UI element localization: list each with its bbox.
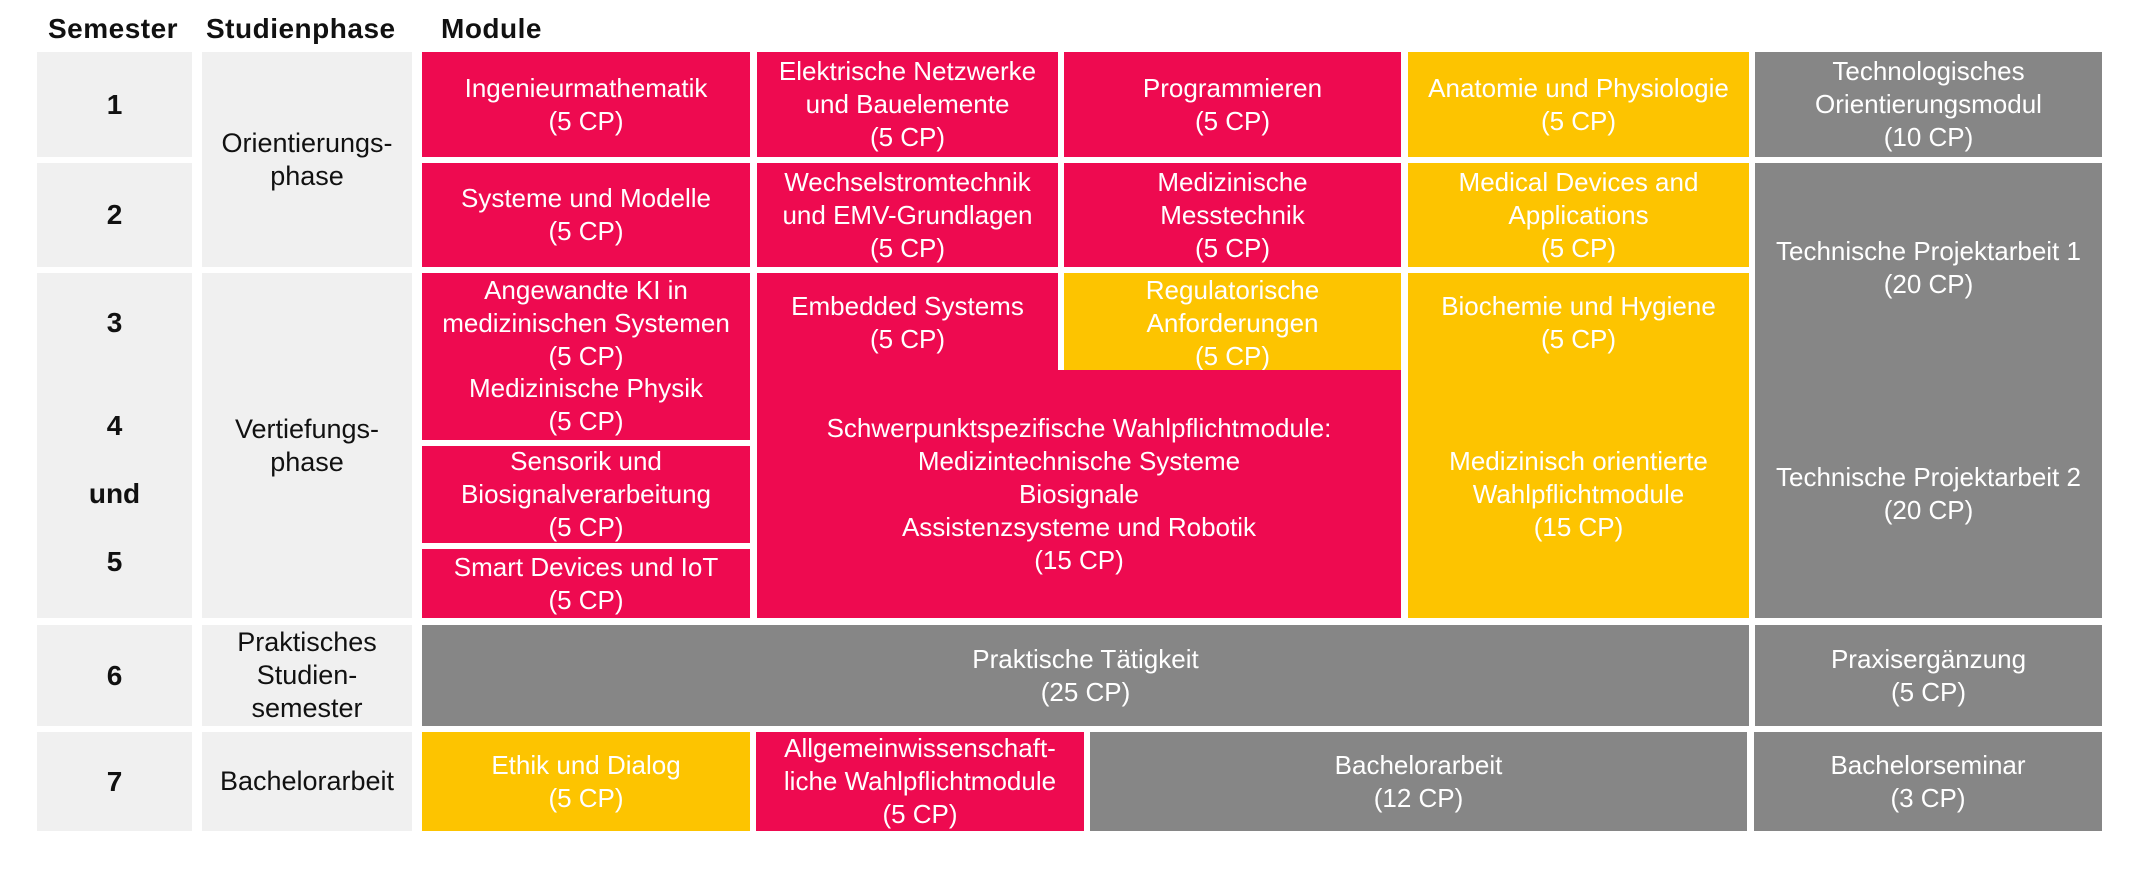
module-bachelorseminar: Bachelorseminar (3 CP) — [1754, 732, 2102, 831]
module-title: Allgemeinwissenschaft- liche Wahlpflicht… — [783, 733, 1057, 796]
module-wechselstromtechnik: Wechselstromtechnik und EMV-Grundlagen (… — [757, 163, 1058, 267]
module-sensorik-und-biosignalverarbeitung: Sensorik und Biosignalverarbeitung (5 CP… — [422, 446, 750, 543]
module-title: Technologisches Orientierungsmodul — [1815, 56, 2042, 119]
module-technologisches-orientierungsmodul: Technologisches Orientierungsmodul (10 C… — [1755, 52, 2102, 157]
module-title: Bachelorseminar — [1830, 749, 2026, 780]
module-title: Medizinische Messtechnik — [1157, 166, 1308, 230]
module-credits: (5 CP) — [1540, 324, 1617, 354]
module-credits: (5 CP) — [548, 406, 624, 436]
module-credits: (5 CP) — [869, 324, 946, 354]
module-smart-devices-und-iot: Smart Devices und IoT (5 CP) — [422, 549, 750, 618]
module-title: Biochemie und Hygiene — [1441, 291, 1716, 321]
semester-column-header: Semester — [48, 13, 179, 44]
module-credits: (5 CP) — [548, 105, 624, 136]
module-credits: (5 CP) — [548, 216, 624, 246]
module-allgemeinwissenschaftliche-wahlpflichtmodule: Allgemeinwissenschaft- liche Wahlpflicht… — [756, 732, 1084, 831]
module-credits: (15 CP) — [1034, 544, 1124, 575]
phase-cell-vertiefungsphase: Vertiefungs- phase — [202, 273, 412, 618]
module-title: Anatomie und Physiologie — [1428, 72, 1729, 103]
semester-number: 4 und 5 — [88, 410, 141, 577]
module-programmieren: Programmieren (5 CP) — [1064, 52, 1401, 157]
semester-number: 1 — [106, 88, 123, 120]
module-regulatorische-anforderungen: Regulatorische Anforderungen (5 CP) — [1064, 273, 1401, 373]
module-biochemie-und-hygiene: Biochemie und Hygiene (5 CP) — [1408, 273, 1749, 373]
semester-number: 3 — [106, 307, 123, 338]
module-credits: (5 CP) — [1890, 676, 1967, 707]
module-credits: (5 CP) — [882, 799, 958, 829]
module-title: Bachelorarbeit — [1334, 749, 1503, 780]
module-title: Embedded Systems — [791, 291, 1024, 321]
module-credits: (5 CP) — [548, 340, 624, 371]
semester-cell-4-5: 4 und 5 — [37, 370, 192, 618]
module-credits: (5 CP) — [1194, 340, 1271, 371]
module-title: Regulatorische Anforderungen — [1145, 274, 1320, 338]
module-credits: (15 CP) — [1533, 511, 1624, 542]
module-title: Medizinische Physik — [468, 373, 704, 403]
module-title: Programmieren — [1142, 72, 1323, 103]
module-credits: (5 CP) — [1194, 232, 1271, 263]
module-credits: (12 CP) — [1373, 782, 1464, 813]
module-column-header: Module — [441, 13, 542, 44]
module-medizinische-physik: Medizinische Physik (5 CP) — [422, 370, 750, 440]
module-title: Medical Devices and Applications — [1458, 166, 1699, 230]
semester-cell-2: 2 — [37, 163, 192, 267]
module-title: Technische Projektarbeit 2 — [1776, 462, 2081, 492]
module-systeme-und-modelle: Systeme und Modelle (5 CP) — [422, 163, 750, 267]
module-title: Medizinisch orientierte Wahlpflichtmodul… — [1449, 445, 1708, 509]
module-title: Schwerpunktspezifische Wahlpflichtmodule… — [826, 412, 1332, 542]
module-embedded-systems: Embedded Systems (5 CP) — [757, 273, 1058, 373]
module-credits: (5 CP) — [1194, 105, 1271, 136]
module-title: Ethik und Dialog — [491, 749, 681, 780]
module-title: Smart Devices und IoT — [453, 551, 719, 582]
module-technische-projektarbeit-1: Technische Projektarbeit 1 (20 CP) — [1755, 163, 2102, 373]
module-title: Elektrische Netzwerke und Bauelemente — [778, 56, 1037, 119]
phase-cell-praktisches-studiensemester: Praktisches Studien- semester — [202, 625, 412, 726]
module-angewandte-ki: Angewandte KI in medizinischen Systemen … — [422, 273, 750, 373]
semester-cell-1: 1 — [37, 52, 192, 157]
module-credits: (20 CP) — [1883, 269, 1974, 299]
module-medizinisch-orientierte-wahlpflichtmodule: Medizinisch orientierte Wahlpflichtmodul… — [1408, 370, 1749, 618]
module-anatomie-und-physiologie: Anatomie und Physiologie (5 CP) — [1408, 52, 1749, 157]
module-title: Praxisergänzung — [1830, 643, 2027, 674]
module-credits: (5 CP) — [548, 782, 624, 813]
semester-cell-7: 7 — [37, 732, 192, 831]
module-credits: (5 CP) — [1540, 105, 1617, 136]
module-credits: (5 CP) — [1540, 232, 1617, 263]
module-title: Praktische Tätigkeit — [972, 643, 1199, 674]
module-credits: (3 CP) — [1890, 782, 1966, 813]
module-credits: (5 CP) — [869, 122, 946, 152]
phase-cell-bachelorarbeit: Bachelorarbeit — [202, 732, 412, 831]
module-credits: (5 CP) — [548, 512, 624, 542]
semester-cell-6: 6 — [37, 625, 192, 726]
semester-number: 7 — [106, 765, 123, 797]
phase-cell-orientierungsphase: Orientierungs- phase — [202, 52, 412, 267]
module-praxisergaenzung: Praxisergänzung (5 CP) — [1755, 625, 2102, 726]
studienphase-column-header: Studienphase — [206, 13, 396, 44]
module-credits: (5 CP) — [548, 584, 624, 615]
module-schwerpunktspezifische-wahlpflichtmodule: Schwerpunktspezifische Wahlpflichtmodule… — [757, 370, 1401, 618]
module-ingenieurmathematik: Ingenieurmathematik (5 CP) — [422, 52, 750, 157]
semester-number: 6 — [106, 659, 123, 691]
semester-number: 2 — [106, 199, 123, 230]
module-medical-devices-and-applications: Medical Devices and Applications (5 CP) — [1408, 163, 1749, 267]
module-bachelorarbeit: Bachelorarbeit (12 CP) — [1090, 732, 1747, 831]
module-title: Technische Projektarbeit 1 — [1776, 236, 2081, 266]
module-medizinische-messtechnik: Medizinische Messtechnik (5 CP) — [1064, 163, 1401, 267]
module-title: Ingenieurmathematik — [464, 72, 708, 103]
module-title: Systeme und Modelle — [460, 183, 712, 213]
module-credits: (5 CP) — [869, 232, 946, 263]
module-credits: (10 CP) — [1883, 122, 1974, 152]
module-title: Sensorik und Biosignalverarbeitung — [460, 446, 712, 509]
module-title: Angewandte KI in medizinischen Systemen — [442, 274, 730, 338]
semester-cell-3: 3 — [37, 273, 192, 373]
module-title: Wechselstromtechnik und EMV-Grundlagen — [782, 166, 1033, 230]
module-ethik-und-dialog: Ethik und Dialog (5 CP) — [422, 732, 750, 831]
module-technische-projektarbeit-2: Technische Projektarbeit 2 (20 CP) — [1755, 370, 2102, 618]
module-praktische-taetigkeit: Praktische Tätigkeit (25 CP) — [422, 625, 1749, 726]
module-credits: (20 CP) — [1883, 495, 1974, 525]
module-credits: (25 CP) — [1040, 676, 1131, 707]
module-elektrische-netzwerke: Elektrische Netzwerke und Bauelemente (5… — [757, 52, 1058, 157]
